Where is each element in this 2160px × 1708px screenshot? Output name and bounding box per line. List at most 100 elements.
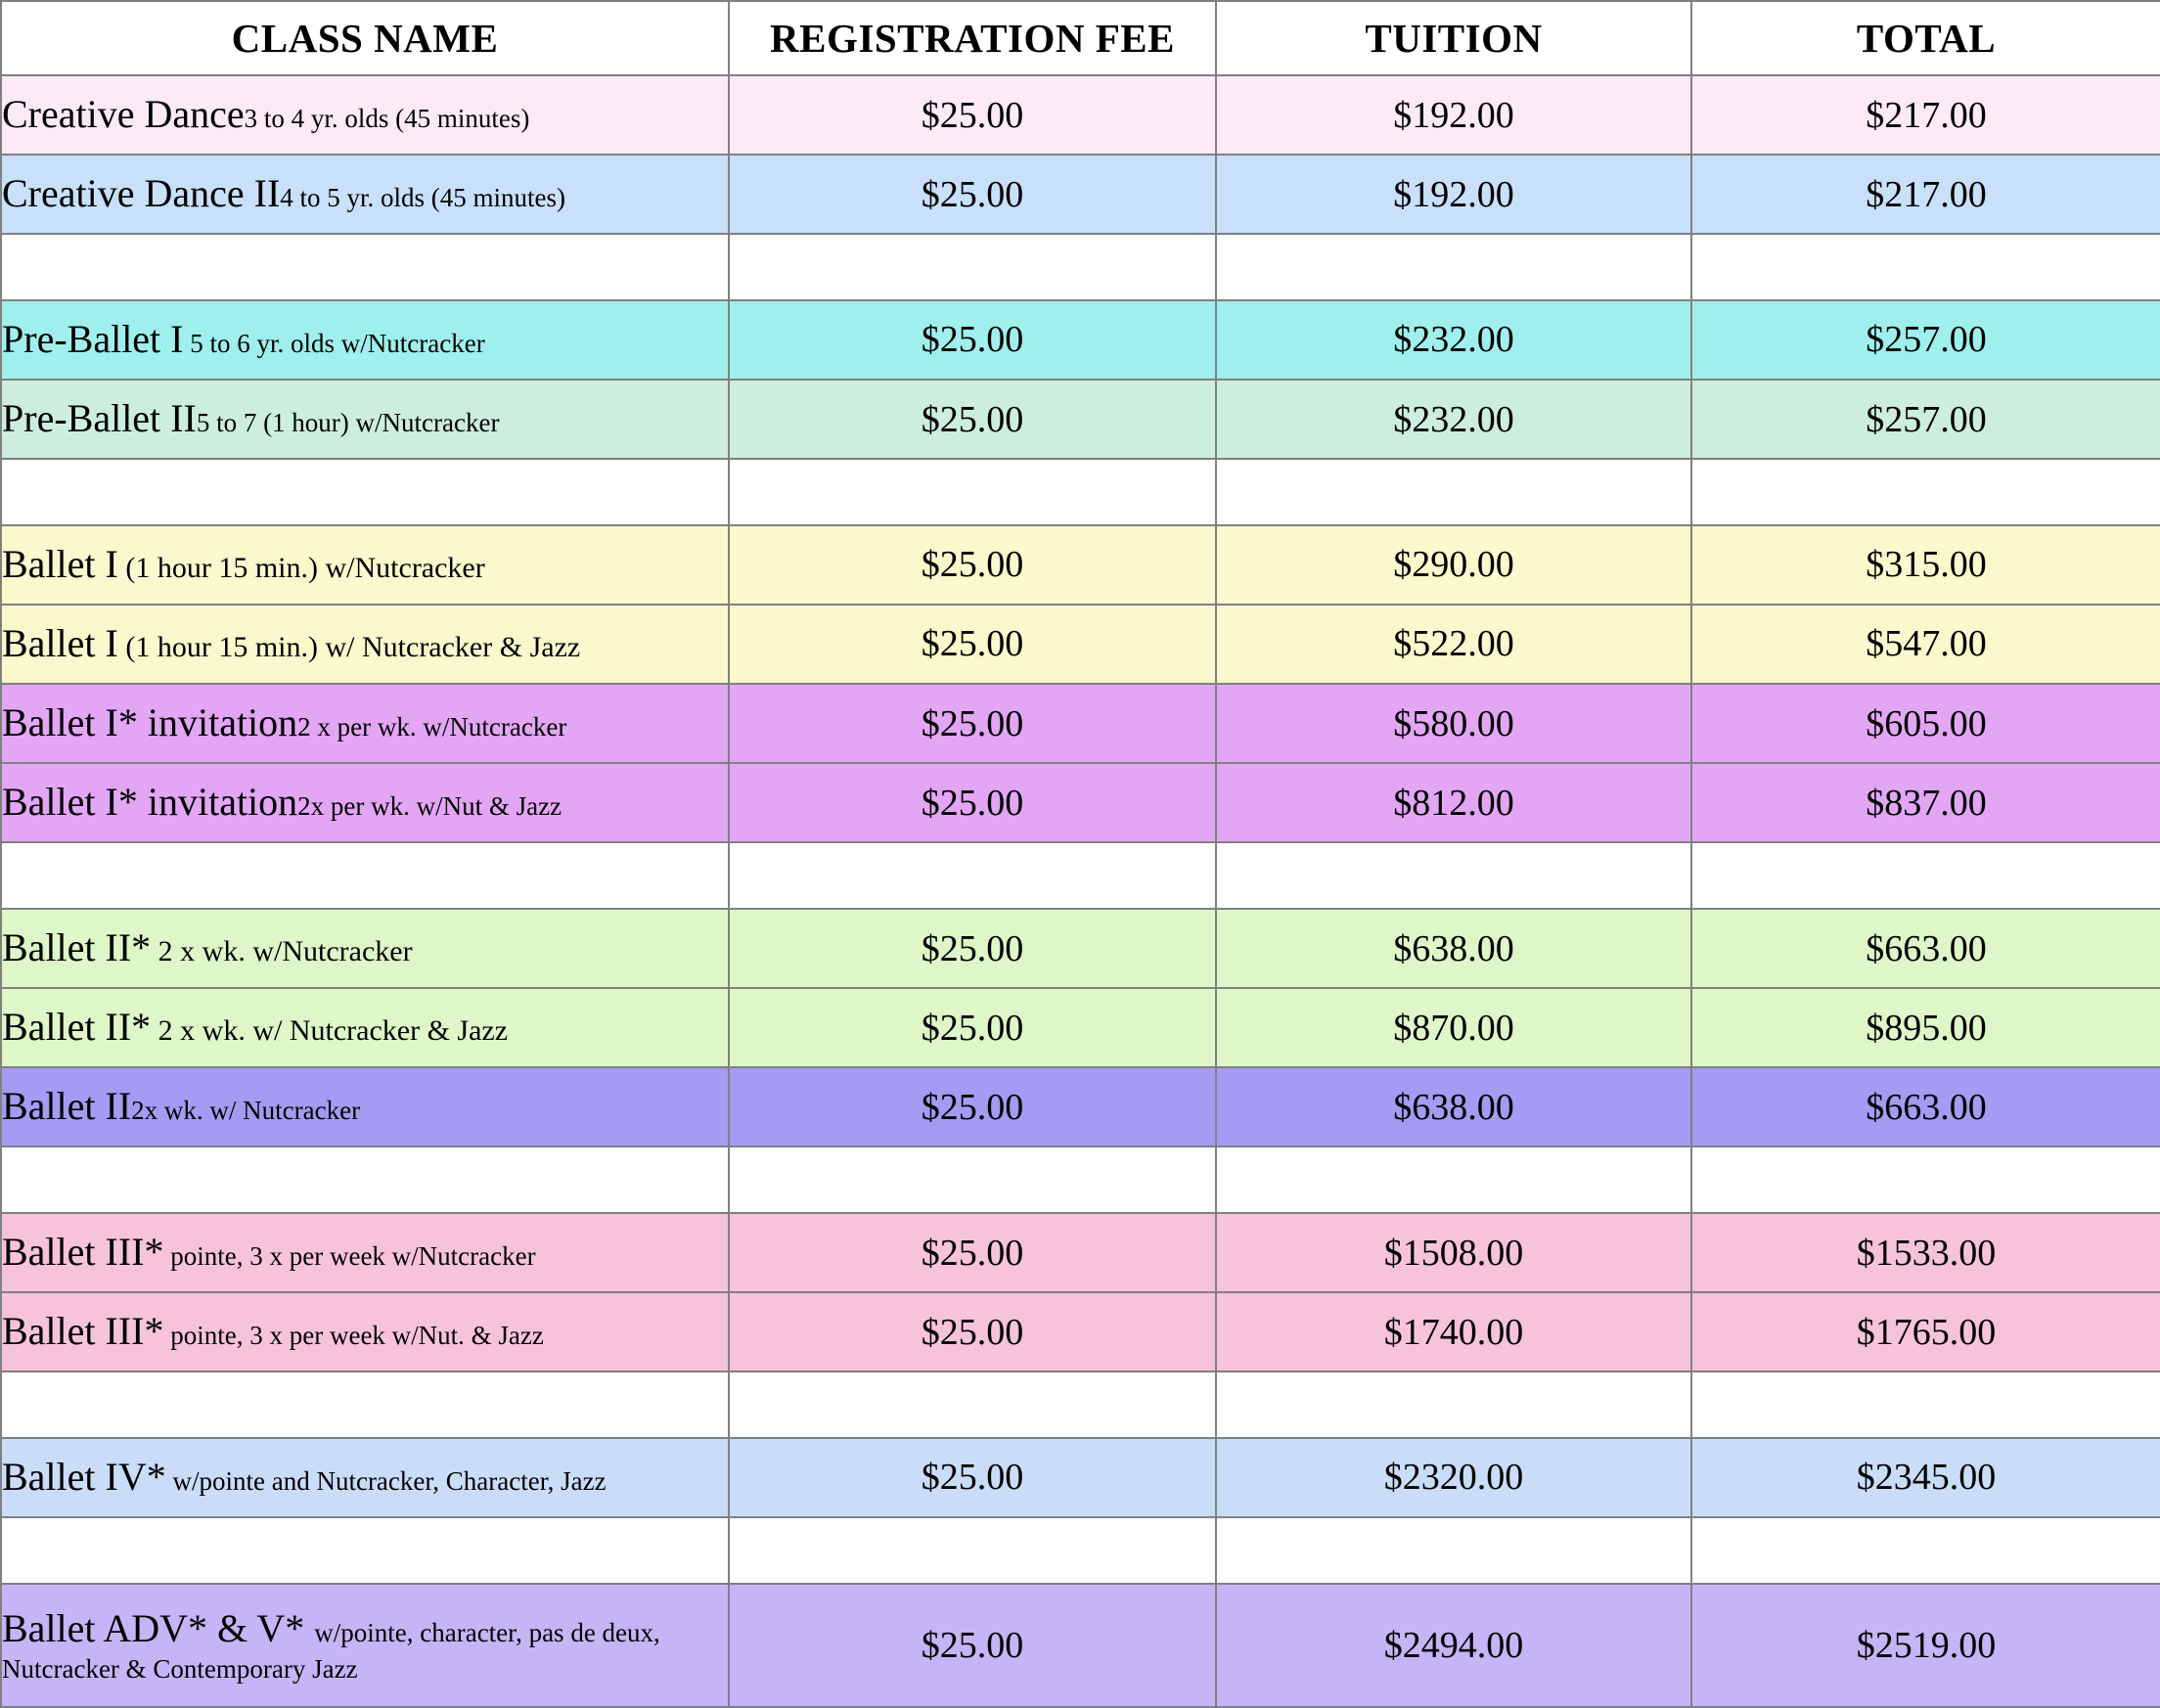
total-cell: $1533.00 — [1690, 1211, 2160, 1294]
table-body: Creative Dance3 to 4 yr. olds (45 minute… — [0, 73, 2160, 1708]
total-cell: $257.00 — [1690, 298, 2160, 382]
spacer-cell — [1690, 841, 2160, 910]
spacer-cell — [0, 1146, 730, 1214]
registration-fee-cell: $25.00 — [728, 1211, 1217, 1294]
total-cell: $663.00 — [1690, 1066, 2160, 1148]
total-cell: $1765.00 — [1690, 1291, 2160, 1373]
class-name-cell: Pre-Ballet II5 to 7 (1 hour) w/Nutcracke… — [0, 379, 730, 461]
class-name-detail: 5 to 6 yr. olds w/Nutcracker — [183, 329, 485, 359]
tuition-cell: $638.00 — [1215, 907, 1692, 990]
table-row: Ballet I (1 hour 15 min.) w/Nutcracker $2… — [0, 523, 2160, 606]
class-name-cell: Ballet I* invitation2x per wk. w/Nut & J… — [0, 762, 730, 844]
class-name-main: Ballet II* — [2, 1005, 152, 1050]
tuition-cell: $870.00 — [1215, 987, 1692, 1069]
registration-fee-cell: $25.00 — [728, 987, 1217, 1069]
class-name-main: Ballet IV* — [2, 1455, 166, 1500]
tuition-cell: $232.00 — [1215, 298, 1692, 382]
class-name-cell: Ballet I (1 hour 15 min.) w/Nutcracker — [0, 523, 730, 606]
total-cell: $217.00 — [1690, 154, 2160, 236]
table-row: Ballet I (1 hour 15 min.) w/ Nutcracker … — [0, 603, 2160, 686]
table-row: Pre-Ballet II5 to 7 (1 hour) w/Nutcracke… — [0, 379, 2160, 461]
registration-fee-cell: $25.00 — [728, 73, 1217, 157]
class-name-main: Ballet I* invitation — [2, 780, 298, 825]
registration-fee-cell: $25.00 — [728, 683, 1217, 765]
spacer-cell — [1690, 233, 2160, 301]
class-name-detail: (1 hour 15 min.) w/Nutcracker — [117, 551, 485, 584]
class-name-main: Ballet III* — [2, 1309, 164, 1354]
class-name-main: Creative Dance II — [2, 171, 281, 216]
class-name-cell: Ballet II2x wk. w/ Nutcracker — [0, 1066, 730, 1148]
spacer-row — [0, 458, 2160, 526]
table-row: Pre-Ballet I 5 to 6 yr. olds w/Nutcracke… — [0, 298, 2160, 382]
class-name-detail: 3 to 4 yr. olds (45 minutes) — [244, 104, 530, 134]
spacer-cell — [728, 458, 1217, 526]
total-cell: $2519.00 — [1690, 1582, 2160, 1708]
table-row: Ballet III* pointe, 3 x per week w/Nutcr… — [0, 1211, 2160, 1294]
class-name-main: Ballet I* invitation — [2, 700, 298, 745]
tuition-cell: $1508.00 — [1215, 1211, 1692, 1294]
total-cell: $257.00 — [1690, 379, 2160, 461]
spacer-cell — [728, 1516, 1217, 1585]
class-name-main: Ballet II — [2, 1084, 132, 1129]
tuition-cell: $580.00 — [1215, 683, 1692, 765]
total-cell: $547.00 — [1690, 603, 2160, 686]
spacer-row — [0, 1146, 2160, 1214]
total-cell: $663.00 — [1690, 907, 2160, 990]
class-name-cell: Pre-Ballet I 5 to 6 yr. olds w/Nutcracke… — [0, 298, 730, 382]
registration-fee-cell: $25.00 — [728, 154, 1217, 236]
table-row: Ballet II* 2 x wk. w/Nutcracker $25.00 $63… — [0, 907, 2160, 990]
registration-fee-cell: $25.00 — [728, 523, 1217, 606]
class-name-cell: Ballet ADV* & V* w/pointe, character, pa… — [0, 1582, 730, 1708]
class-name-main: Ballet II* — [2, 925, 152, 970]
spacer-cell — [1690, 458, 2160, 526]
class-name-detail: w/pointe, character, pas de deux, Nutcra… — [2, 1617, 660, 1684]
spacer-row — [0, 1371, 2160, 1439]
total-cell: $217.00 — [1690, 73, 2160, 157]
class-name-main: Ballet III* — [2, 1230, 164, 1275]
class-name-cell: Ballet III* pointe, 3 x per week w/Nut. … — [0, 1291, 730, 1373]
class-name-detail: 2x wk. w/ Nutcracker — [131, 1096, 361, 1126]
table-row: Ballet II2x wk. w/ Nutcracker $25.00 $638.… — [0, 1066, 2160, 1148]
class-name-detail: w/pointe and Nutcracker, Character, Jazz — [165, 1466, 607, 1497]
table-row: Ballet ADV* & V* w/pointe, character, pa… — [0, 1582, 2160, 1708]
registration-fee-cell: $25.00 — [728, 379, 1217, 461]
class-name-cell: Ballet I* invitation2 x per wk. w/Nutcra… — [0, 683, 730, 765]
class-name-detail: (1 hour 15 min.) w/ Nutcracker & Jazz — [117, 631, 581, 664]
table-row: Creative Dance3 to 4 yr. olds (45 minute… — [0, 73, 2160, 157]
spacer-cell — [0, 1371, 730, 1439]
registration-fee-cell: $25.00 — [728, 298, 1217, 382]
class-name-cell: Ballet II* 2 x wk. w/Nutcracker — [0, 907, 730, 990]
class-name-detail: 4 to 5 yr. olds (45 minutes) — [280, 183, 566, 213]
total-cell: $837.00 — [1690, 762, 2160, 844]
spacer-cell — [1690, 1516, 2160, 1585]
registration-fee-cell: $25.00 — [728, 1066, 1217, 1148]
tuition-cell: $812.00 — [1215, 762, 1692, 844]
class-name-detail: 2 x per wk. w/Nutcracker — [297, 712, 567, 742]
tuition-cell: $232.00 — [1215, 379, 1692, 461]
header-class-name: CLASS NAME — [0, 0, 730, 76]
header-total: TOTAL — [1690, 0, 2160, 76]
spacer-cell — [728, 233, 1217, 301]
spacer-cell — [1690, 1146, 2160, 1214]
header-tuition: TUITION — [1215, 0, 1692, 76]
registration-fee-cell: $25.00 — [728, 1291, 1217, 1373]
tuition-cell: $1740.00 — [1215, 1291, 1692, 1373]
spacer-cell — [1215, 1146, 1692, 1214]
class-name-detail: pointe, 3 x per week w/Nutcracker — [163, 1241, 536, 1272]
registration-fee-cell: $25.00 — [728, 603, 1217, 686]
class-name-detail: 2 x wk. w/Nutcracker — [151, 935, 413, 968]
tuition-cell: $522.00 — [1215, 603, 1692, 686]
table-row: Ballet IV* w/pointe and Nutcracker, Char… — [0, 1436, 2160, 1519]
class-name-cell: Creative Dance II4 to 5 yr. olds (45 min… — [0, 154, 730, 236]
class-name-main: Pre-Ballet II — [2, 396, 197, 441]
spacer-cell — [1215, 458, 1692, 526]
class-name-main: Ballet ADV* & V* — [2, 1605, 315, 1650]
spacer-cell — [1690, 1371, 2160, 1439]
class-name-detail: 2 x wk. w/ Nutcracker & Jazz — [151, 1014, 509, 1048]
registration-fee-cell: $25.00 — [728, 1436, 1217, 1519]
spacer-cell — [1215, 841, 1692, 910]
tuition-cell: $192.00 — [1215, 73, 1692, 157]
spacer-cell — [0, 233, 730, 301]
spacer-cell — [728, 1371, 1217, 1439]
